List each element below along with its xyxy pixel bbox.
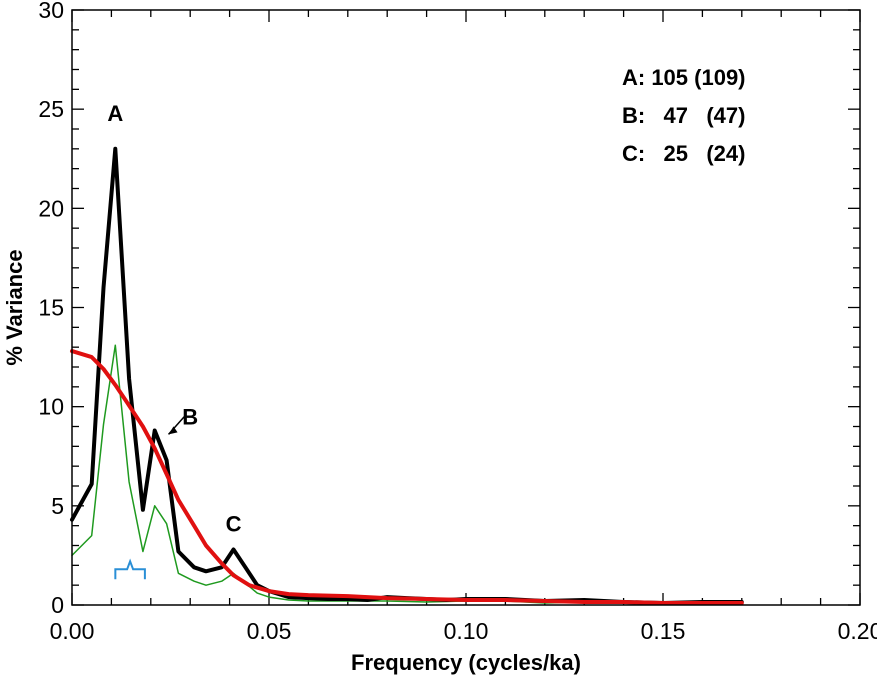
bandwidth-bracket [114,558,146,580]
peak-b-arrowhead [168,426,178,435]
peak-label-b: B [182,405,198,430]
x-tick-label: 0.10 [444,618,489,644]
peak-label-a: A [107,101,123,126]
series-red-line [70,349,744,605]
y-tick-label: 5 [51,493,64,519]
series-black-line [70,146,744,605]
y-tick-label: 15 [38,295,64,321]
y-tick-label: 10 [38,394,64,420]
y-tick-label: 30 [38,0,64,23]
x-axis-label: Frequency (cycles/ka) [351,650,581,675]
series-layer [70,146,744,605]
y-tick-label: 20 [38,195,64,221]
axis-tick-labels: 0.00 0.05 0.10 0.15 0.20 0 5 10 15 20 25 30 [38,0,877,644]
series-green-line [71,344,743,605]
peak-label-c: C [226,512,242,537]
legend-line-b: B: 47 (47) [622,103,745,128]
period-legend: A: 105 (109) B: 47 (47) C: 25 (24) [622,65,746,166]
x-tick-label: 0.20 [838,618,877,644]
x-tick-label: 0.00 [50,618,95,644]
annotations: A B C [107,101,242,580]
y-axis-label: % Variance [2,249,27,365]
x-tick-label: 0.05 [247,618,292,644]
legend-line-a: A: 105 (109) [622,65,746,90]
x-tick-label: 0.15 [641,618,686,644]
y-tick-label: 25 [38,96,64,122]
y-tick-label: 0 [51,592,64,618]
legend-line-c: C: 25 (24) [622,141,745,166]
plot-frame [71,9,861,606]
